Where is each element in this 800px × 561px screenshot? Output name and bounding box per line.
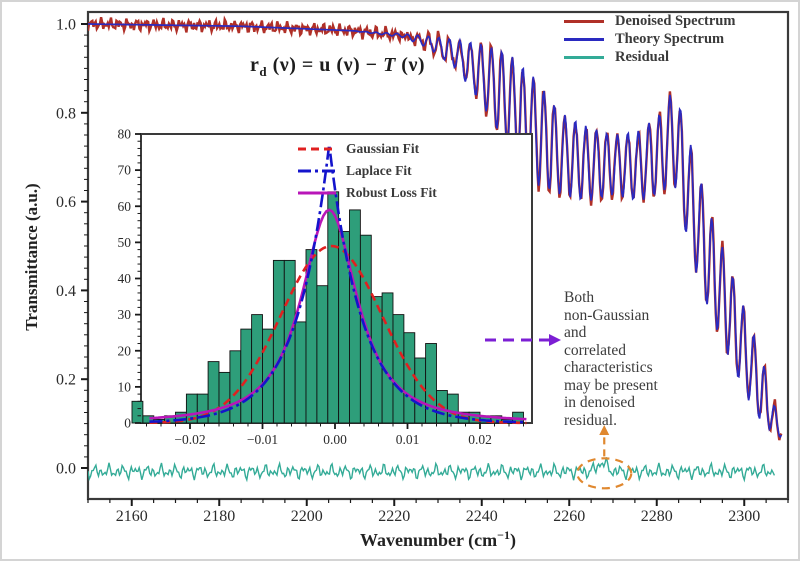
- equation-r: r: [250, 54, 260, 76]
- theory-line-swatch: [564, 37, 604, 41]
- legend-label: Theory Spectrum: [615, 30, 725, 47]
- svg-text:−0.01: −0.01: [247, 432, 278, 447]
- theory-spectrum-line: [88, 23, 783, 439]
- inset-axis-ticks: [135, 133, 524, 429]
- svg-text:80: 80: [118, 127, 132, 142]
- histogram-bar: [446, 393, 459, 424]
- note-arrow-head-icon: [549, 334, 561, 346]
- histogram-bar: [316, 285, 329, 424]
- histogram-bar: [403, 332, 416, 424]
- equation: rd (ν) = u (ν) − T (ν): [250, 54, 425, 80]
- annotation-note: Both non-Gaussian and correlated charact…: [564, 289, 658, 429]
- equation-mid1: (ν) =: [267, 54, 320, 76]
- legend-item-laplace-fit: Laplace Fit: [297, 160, 437, 182]
- equation-sub: d: [259, 64, 268, 79]
- svg-text:40: 40: [118, 271, 132, 286]
- svg-text:1.0: 1.0: [56, 17, 76, 34]
- ellipse-arrow-head-icon: [599, 425, 610, 435]
- svg-text:0.00: 0.00: [323, 432, 347, 447]
- equation-mid2: (ν) −: [330, 54, 384, 76]
- main-tick-labels: 2160 2180 2200 2220 2240 2260 2280 2300 0.0 0.2 0.…: [56, 17, 760, 526]
- residual-highlight-ellipse: [576, 457, 633, 490]
- histogram-bar: [294, 321, 307, 424]
- residual-line: [88, 457, 776, 483]
- svg-text:20: 20: [118, 343, 132, 358]
- y-axis-label: Transmittance (a.u.): [22, 183, 41, 331]
- svg-text:50: 50: [118, 235, 132, 250]
- annotation-markers: [485, 334, 633, 490]
- svg-text:0.2: 0.2: [56, 372, 76, 389]
- robust-loss-fit-swatch: [298, 191, 336, 195]
- legend-label: Laplace Fit: [346, 163, 412, 178]
- svg-text:2240: 2240: [466, 508, 498, 525]
- main-series: [88, 15, 783, 483]
- histogram-bar: [207, 361, 220, 424]
- histogram-bar: [240, 328, 253, 424]
- svg-text:70: 70: [118, 163, 132, 178]
- legend-item-residual: Residual: [564, 48, 735, 66]
- histogram-bar: [131, 400, 144, 424]
- svg-text:10: 10: [118, 379, 132, 394]
- equation-end: (ν): [395, 54, 426, 76]
- svg-text:2280: 2280: [641, 508, 673, 525]
- equation-T: T: [383, 54, 396, 76]
- fit-curves: [149, 144, 527, 425]
- laplace-fit-line: [149, 144, 527, 424]
- legend-item-theory: Theory Spectrum: [564, 30, 735, 48]
- svg-text:0.6: 0.6: [56, 194, 76, 211]
- legend-label: Robust Loss Fit: [346, 185, 437, 200]
- histogram-bar: [381, 292, 394, 424]
- svg-text:2260: 2260: [553, 508, 585, 525]
- histogram-bars: [131, 191, 524, 424]
- legend-item-gaussian-fit: Gaussian Fit: [297, 138, 437, 160]
- histogram-bar: [272, 259, 285, 424]
- svg-text:60: 60: [118, 199, 132, 214]
- svg-text:0.4: 0.4: [56, 283, 76, 300]
- svg-text:0: 0: [124, 416, 131, 431]
- gaussian-fit-swatch: [298, 147, 336, 151]
- svg-text:2220: 2220: [378, 508, 410, 525]
- histogram-bar: [425, 343, 437, 424]
- svg-text:0.02: 0.02: [468, 432, 492, 447]
- svg-text:−0.02: −0.02: [174, 432, 205, 447]
- legend-label: Denoised Spectrum: [615, 12, 736, 29]
- histogram-bar: [229, 350, 242, 424]
- svg-text:30: 30: [118, 307, 132, 322]
- laplace-fit-swatch: [298, 169, 336, 173]
- histogram-bar: [218, 371, 231, 424]
- x-axis-label: Wavenumber (cm−1): [360, 528, 516, 550]
- equation-u: u: [319, 54, 331, 76]
- histogram-bar: [349, 209, 361, 424]
- robust-loss-fit-line: [149, 208, 527, 421]
- inset-tick-labels: −0.02 −0.01 0.00 0.01 0.02 0 10 20 30 40 50 60 70 80: [118, 127, 492, 448]
- svg-text:2180: 2180: [203, 508, 235, 525]
- inset-legend: Gaussian Fit Laplace Fit Robust Loss Fit: [297, 138, 437, 204]
- legend-label: Residual: [615, 48, 669, 65]
- svg-text:2300: 2300: [728, 508, 760, 525]
- svg-text:0.01: 0.01: [396, 432, 420, 447]
- main-legend: Denoised Spectrum Theory Spectrum Residu…: [564, 12, 735, 66]
- residual-line-swatch: [564, 55, 604, 59]
- svg-text:2160: 2160: [116, 508, 148, 525]
- histogram-bar: [327, 191, 340, 424]
- legend-item-denoised: Denoised Spectrum: [564, 12, 735, 30]
- denoised-line-swatch: [564, 19, 604, 23]
- x-axis-label-superscript: −1: [497, 528, 510, 542]
- main-axis-ticks: [81, 23, 789, 506]
- svg-text:2200: 2200: [291, 508, 323, 525]
- legend-item-robust-fit: Robust Loss Fit: [297, 182, 437, 204]
- histogram-bar: [392, 314, 405, 424]
- svg-text:0.8: 0.8: [56, 105, 76, 122]
- legend-label: Gaussian Fit: [346, 141, 420, 156]
- svg-text:0.0: 0.0: [56, 461, 76, 478]
